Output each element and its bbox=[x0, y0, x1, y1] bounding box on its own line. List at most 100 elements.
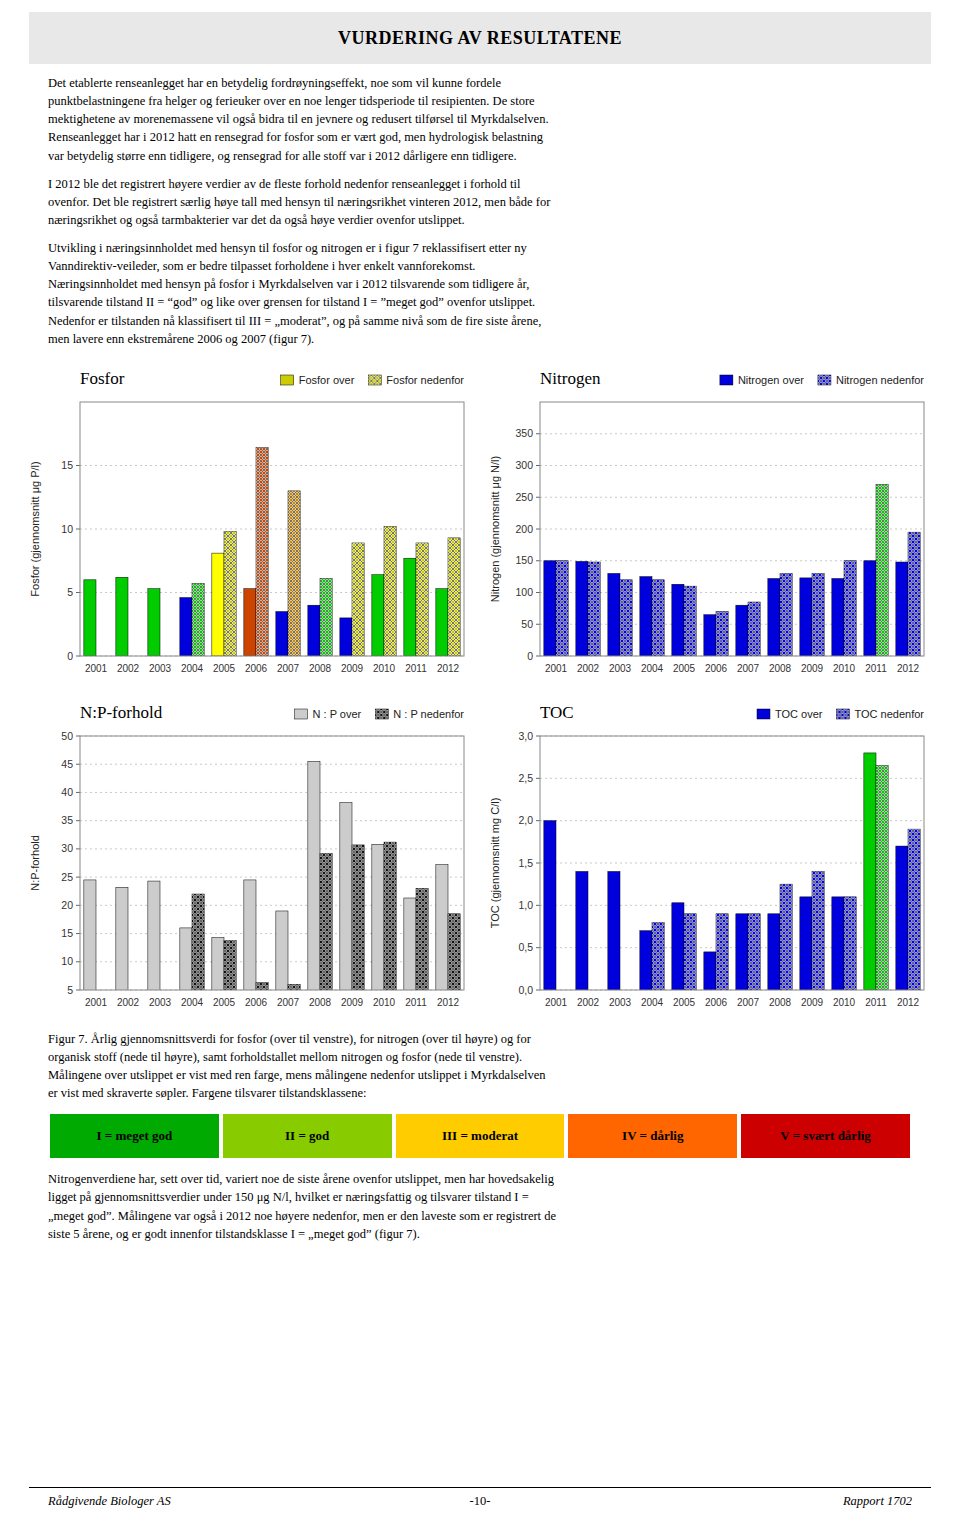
bar bbox=[896, 562, 908, 656]
bar-hatch bbox=[448, 538, 460, 656]
bar bbox=[556, 561, 568, 656]
legend-label: N : P over bbox=[313, 708, 362, 720]
bar-hatch bbox=[716, 611, 728, 655]
tick bbox=[76, 592, 80, 593]
bar bbox=[588, 562, 600, 656]
tick-label: 5 bbox=[67, 983, 73, 995]
bar-hatch bbox=[224, 940, 236, 990]
bar-hatch bbox=[320, 578, 332, 655]
x-tick-label: 2011 bbox=[865, 997, 887, 1008]
bar-hatch bbox=[812, 573, 824, 656]
bar-hatch bbox=[352, 543, 364, 656]
tick-label: 5 bbox=[67, 586, 73, 598]
bar bbox=[832, 897, 844, 990]
chart-title: Fosfor bbox=[80, 369, 125, 388]
bar bbox=[780, 573, 792, 656]
bar bbox=[340, 802, 352, 989]
tick bbox=[76, 848, 80, 849]
y-axis-label: N:P-forhold bbox=[29, 835, 41, 891]
legend-swatch bbox=[368, 375, 381, 385]
bar-hatch bbox=[748, 602, 760, 656]
bar-hatch bbox=[384, 842, 396, 990]
tick-label: 150 bbox=[515, 554, 533, 566]
bar-hatch bbox=[780, 884, 792, 990]
legend-label: TOC nedenfor bbox=[854, 708, 924, 720]
x-tick-label: 2005 bbox=[213, 997, 236, 1008]
x-tick-label: 2005 bbox=[673, 663, 696, 674]
x-tick-label: 2009 bbox=[801, 997, 824, 1008]
grid-line bbox=[80, 876, 464, 877]
tick bbox=[76, 933, 80, 934]
bar-hatch bbox=[416, 888, 428, 990]
tick bbox=[536, 862, 540, 863]
tick-label: 300 bbox=[515, 459, 533, 471]
tick bbox=[536, 820, 540, 821]
x-tick-label: 2010 bbox=[373, 663, 396, 674]
bar bbox=[320, 578, 332, 655]
bar bbox=[780, 884, 792, 990]
x-tick-label: 2010 bbox=[833, 997, 856, 1008]
x-tick-label: 2006 bbox=[705, 663, 728, 674]
bar bbox=[640, 576, 652, 655]
bar bbox=[800, 897, 812, 990]
footer-text: -10- bbox=[470, 1494, 491, 1509]
x-tick-label: 2009 bbox=[341, 663, 364, 674]
tick bbox=[76, 961, 80, 962]
bars bbox=[544, 484, 920, 655]
bar-hatch bbox=[780, 573, 792, 656]
x-tick-label: 2011 bbox=[405, 663, 427, 674]
tick-label: 200 bbox=[515, 522, 533, 534]
bars bbox=[84, 761, 460, 990]
tick-label: 1,0 bbox=[518, 899, 533, 911]
chart-grid: 0510152001200220032004200520062007200820… bbox=[24, 356, 936, 1020]
x-tick-label: 2007 bbox=[737, 663, 760, 674]
legend: Fosfor overFosfor nedenfor bbox=[281, 374, 465, 386]
bar bbox=[416, 888, 428, 990]
bar bbox=[608, 573, 620, 656]
tick-label: 25 bbox=[61, 870, 73, 882]
bar bbox=[372, 574, 384, 655]
x-tick-label: 2003 bbox=[149, 997, 172, 1008]
tick-label: 100 bbox=[515, 586, 533, 598]
bar bbox=[864, 561, 876, 656]
bar-hatch bbox=[320, 853, 332, 990]
tick-label: 40 bbox=[61, 786, 73, 798]
bar-chart: 0510152001200220032004200520062007200820… bbox=[24, 356, 476, 686]
bar-chart: 5101520253035404550200120022003200420052… bbox=[24, 690, 476, 1020]
bar-hatch bbox=[908, 829, 920, 990]
bar bbox=[308, 761, 320, 990]
x-tick-label: 2001 bbox=[545, 663, 568, 674]
chart-title: N:P-forhold bbox=[80, 703, 163, 722]
bar bbox=[148, 881, 160, 990]
chart-title: TOC bbox=[540, 703, 574, 722]
paragraph: Utvikling i næringsinnholdet med hensyn … bbox=[48, 239, 912, 348]
bar-hatch bbox=[652, 922, 664, 990]
tick bbox=[76, 735, 80, 736]
tick-label: 10 bbox=[61, 955, 73, 967]
bar bbox=[224, 940, 236, 990]
tick bbox=[76, 763, 80, 764]
bar-hatch bbox=[876, 484, 888, 655]
legend-swatch-hatch bbox=[818, 375, 831, 385]
tick-label: 0 bbox=[527, 649, 533, 661]
x-tick-label: 2008 bbox=[309, 997, 332, 1008]
bar-hatch bbox=[192, 894, 204, 990]
legend-swatch bbox=[836, 709, 849, 719]
bar bbox=[812, 871, 824, 990]
bar bbox=[844, 561, 856, 656]
tick bbox=[536, 433, 540, 434]
tick bbox=[76, 989, 80, 990]
tick-label: 1,5 bbox=[518, 856, 533, 868]
bar-hatch bbox=[256, 447, 268, 655]
x-tick-label: 2011 bbox=[865, 663, 887, 674]
bar bbox=[704, 614, 716, 655]
plot-frame bbox=[540, 402, 924, 656]
footer-text: Rapport 1702 bbox=[843, 1494, 912, 1509]
bar bbox=[288, 984, 300, 990]
bar bbox=[416, 543, 428, 656]
x-tick-label: 2007 bbox=[277, 663, 300, 674]
legend-swatch-hatch bbox=[375, 709, 388, 719]
tick bbox=[76, 905, 80, 906]
bar bbox=[736, 605, 748, 656]
x-tick-label: 2002 bbox=[117, 663, 140, 674]
